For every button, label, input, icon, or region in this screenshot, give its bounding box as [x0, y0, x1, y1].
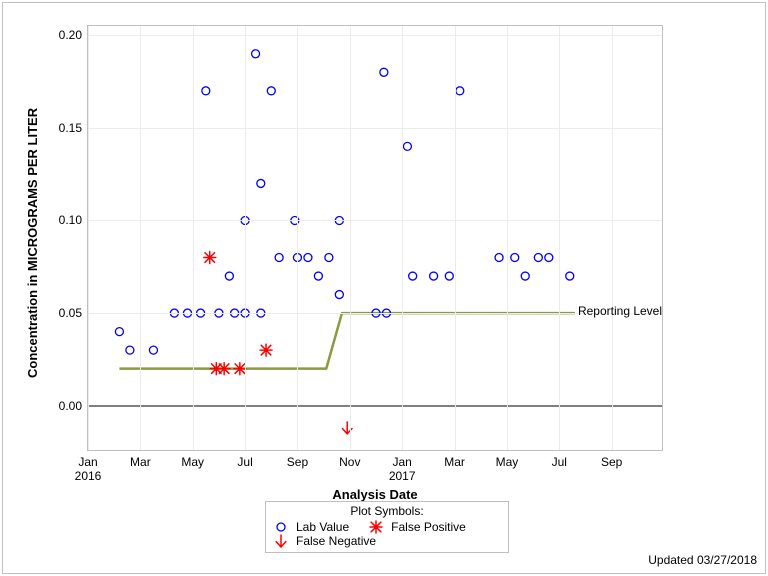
gridline-v: [88, 26, 89, 450]
legend: Plot Symbols: Lab Value False Positive Fa…: [265, 501, 509, 553]
gridline-h: [88, 220, 662, 221]
legend-swatch: [272, 534, 290, 548]
y-axis-label: Concentration in MICROGRAMS PER LITER: [25, 108, 40, 378]
x-tick-label: Jan 2016: [75, 450, 102, 484]
x-tick-label: Mar: [444, 450, 465, 470]
series-lab_value: [115, 50, 573, 354]
gridline-v: [193, 26, 194, 450]
chart-svg: [88, 26, 664, 452]
gridline-v: [402, 26, 403, 450]
gridline-v: [245, 26, 246, 450]
gridline-h: [88, 128, 662, 129]
legend-label: False Negative: [296, 534, 376, 548]
chart-frame: 0.00 0.05 0.10 0.15 0.20 Jan 2016 Mar May Jul Sep…: [2, 2, 766, 574]
plot-area: 0.000.050.100.150.20Jan 2016MarMayJulSep…: [87, 25, 663, 451]
legend-label: False Positive: [391, 520, 466, 534]
gridline-v: [455, 26, 456, 450]
legend-row: Lab Value False Positive: [272, 520, 502, 534]
legend-row: False Negative: [272, 534, 502, 548]
gridline-v: [350, 26, 351, 450]
y-tick-label: 0.20: [59, 28, 88, 42]
legend-swatch: [367, 520, 385, 534]
updated-text: Updated 03/27/2018: [648, 553, 757, 567]
legend-title: Plot Symbols:: [272, 504, 502, 518]
zero-line: [88, 405, 662, 407]
legend-label: Lab Value: [296, 520, 349, 534]
y-tick-label: 0.05: [59, 306, 88, 320]
gridline-h: [88, 35, 662, 36]
x-tick-label: May: [496, 450, 519, 470]
x-tick-label: Sep: [601, 450, 622, 470]
x-tick-label: Sep: [287, 450, 308, 470]
gridline-v: [612, 26, 613, 450]
gridline-v: [297, 26, 298, 450]
legend-item-lab_value: Lab Value: [272, 520, 349, 534]
gridline-v: [507, 26, 508, 450]
gridline-v: [140, 26, 141, 450]
y-tick-label: 0.00: [59, 399, 88, 413]
y-tick-label: 0.10: [59, 213, 88, 227]
legend-item-false_positive: False Positive: [367, 520, 466, 534]
x-tick-label: May: [181, 450, 204, 470]
x-tick-label: Nov: [339, 450, 360, 470]
x-tick-label: Jul: [552, 450, 567, 470]
reporting-level-label: Reporting Level: [578, 304, 662, 318]
x-tick-label: Jan 2017: [389, 450, 416, 484]
y-tick-label: 0.15: [59, 121, 88, 135]
legend-swatch: [272, 520, 290, 534]
gridline-v: [559, 26, 560, 450]
x-tick-label: Mar: [130, 450, 151, 470]
x-tick-label: Jul: [237, 450, 252, 470]
gridline-h: [88, 313, 662, 314]
x-axis-label: Analysis Date: [332, 487, 417, 502]
legend-item-false_negative: False Negative: [272, 534, 376, 548]
